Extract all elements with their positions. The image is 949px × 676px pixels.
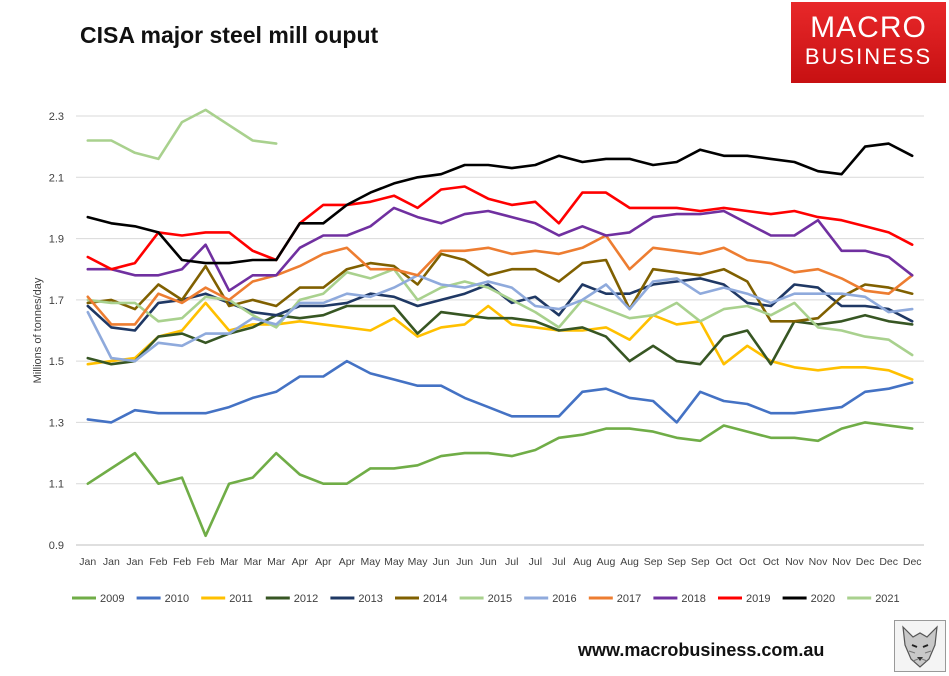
x-tick-label: May [408, 556, 429, 568]
x-tick-label: Dec [903, 556, 922, 568]
legend-label-2016: 2016 [552, 593, 576, 605]
series-line-2012 [86, 304, 914, 366]
legend-label-2011: 2011 [229, 593, 253, 605]
x-tick-label: Jan [79, 556, 96, 568]
legend-label-2009: 2009 [100, 593, 124, 605]
legend-label-2015: 2015 [488, 593, 512, 605]
x-tick-label: Dec [879, 556, 898, 568]
x-tick-label: Sep [644, 556, 663, 568]
x-tick-label: Mar [244, 556, 263, 568]
x-tick-label: Mar [220, 556, 239, 568]
macrobusiness-logo: MACRO BUSINESS [791, 2, 946, 83]
x-tick-label: Oct [739, 556, 755, 568]
x-tick-label: Oct [763, 556, 779, 568]
x-tick-label: Mar [267, 556, 286, 568]
series-line-2019 [86, 185, 914, 271]
chart-title: CISA major steel mill ouput [80, 22, 379, 48]
y-tick-label: 2.3 [49, 111, 64, 123]
legend-label-2010: 2010 [165, 593, 189, 605]
wolf-icon [894, 620, 946, 672]
series-line-2010 [86, 359, 914, 424]
legend-label-2019: 2019 [746, 593, 770, 605]
line-chart: 0.9 1.1 1.3 1.5 1.7 1.9 2.1 2.3 Jan Jan Jan Feb Feb F… [32, 108, 924, 605]
series-line-2021 [86, 108, 278, 161]
series-line-2016 [86, 274, 914, 363]
legend-label-2017: 2017 [617, 593, 641, 605]
x-tick-label: Aug [620, 556, 639, 568]
legend-label-2013: 2013 [358, 593, 382, 605]
legend-label-2014: 2014 [423, 593, 447, 605]
legend-label-2020: 2020 [811, 593, 835, 605]
x-tick-label: Jan [126, 556, 143, 568]
x-tick-label: Apr [339, 556, 356, 568]
x-tick-label: Nov [809, 556, 828, 568]
logo-line-2: BUSINESS [804, 44, 933, 69]
series-line-2009 [86, 421, 914, 538]
x-tick-label: May [384, 556, 405, 568]
y-tick-label: 1.1 [49, 479, 64, 491]
series-line-2015 [86, 267, 914, 357]
x-tick-label: Oct [716, 556, 732, 568]
x-tick-label: Aug [597, 556, 616, 568]
x-tick-label: Feb [197, 556, 215, 568]
y-tick-label: 1.7 [49, 295, 64, 307]
y-tick-label: 1.5 [49, 356, 64, 368]
x-tick-label: Jul [529, 556, 542, 568]
logo-line-1: MACRO [810, 11, 927, 44]
x-tick-label: Jun [456, 556, 473, 568]
y-tick-label: 0.9 [49, 540, 64, 552]
y-tick-label: 1.9 [49, 234, 64, 246]
x-tick-label: Sep [667, 556, 686, 568]
series-line-2013 [86, 277, 914, 332]
x-tick-label: Jul [552, 556, 565, 568]
x-tick-label: Jun [480, 556, 497, 568]
legend-label-2021: 2021 [875, 593, 899, 605]
x-tick-label: Nov [832, 556, 851, 568]
x-tick-label: Dec [856, 556, 875, 568]
series-line-2011 [86, 301, 914, 381]
x-tick-label: Feb [149, 556, 167, 568]
legend-label-2012: 2012 [294, 593, 318, 605]
x-tick-label: Jan [103, 556, 120, 568]
series-line-2020 [86, 142, 914, 265]
y-tick-label: 1.3 [49, 417, 64, 429]
x-tick-label: Apr [292, 556, 309, 568]
x-tick-label: May [361, 556, 382, 568]
x-tick-label: Jul [505, 556, 518, 568]
x-tick-label: Aug [573, 556, 592, 568]
y-axis-title: Millions of tonnes/day [32, 277, 44, 383]
series-line-2018 [86, 206, 914, 292]
y-tick-label: 2.1 [49, 172, 64, 184]
x-tick-label: Nov [785, 556, 804, 568]
x-tick-label: Feb [173, 556, 191, 568]
website-url: www.macrobusiness.com.au [578, 640, 825, 660]
x-tick-label: Apr [315, 556, 332, 568]
x-tick-label: Sep [691, 556, 710, 568]
series-line-2017 [86, 234, 914, 326]
x-tick-label: Jun [433, 556, 450, 568]
legend-label-2018: 2018 [681, 593, 705, 605]
